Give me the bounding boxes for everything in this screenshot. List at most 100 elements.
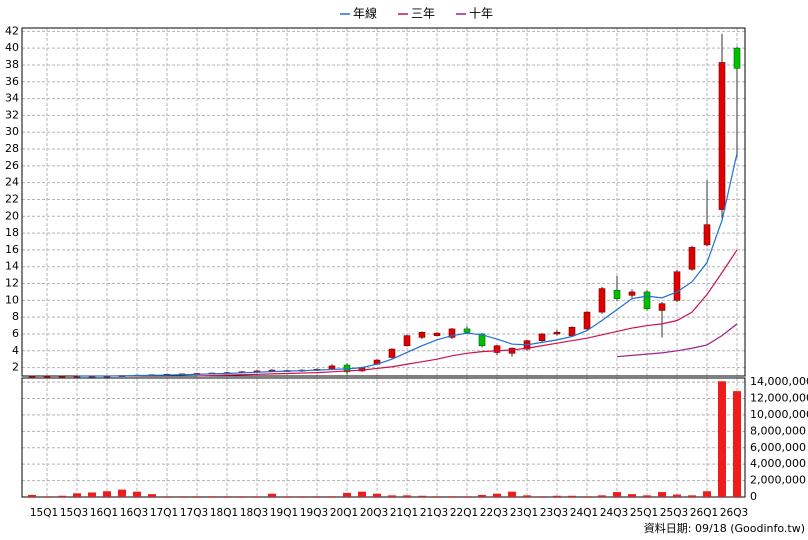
candle-body [418,331,426,338]
volume-bar [103,491,111,497]
y-tick-label: 40 [5,41,19,54]
volume-bar [313,496,321,497]
volume-bar [253,496,261,497]
y-tick-label: 36 [5,75,19,88]
x-tick-label: 20Q1 [330,507,358,519]
candle-body [28,375,36,378]
y-tick-label: 8,000,000 [750,424,806,437]
volume-bar [118,489,126,497]
candle-body [493,345,501,353]
candle-body [628,291,636,296]
y-tick-label: 30 [5,125,19,138]
candle-body [463,328,471,333]
y-tick-label: 4,000,000 [750,457,806,470]
y-tick-label: 6 [12,327,19,340]
ma-line [196,249,738,377]
volume-bar [538,496,546,497]
y-tick-label: 34 [5,92,19,105]
volume-bar [88,492,96,497]
candle-body [568,326,576,336]
volume-bar [688,495,696,497]
candle-body [538,333,546,341]
volume-bar [568,495,576,497]
y-tick-label: 38 [5,58,19,71]
y-tick-label: 24 [5,176,19,189]
volume-bar [658,492,666,497]
candle-body [583,311,591,330]
volume-bar [163,496,171,497]
volume-bar [283,496,291,497]
y-tick-label: 22 [5,192,19,205]
volume-bar [298,496,306,497]
candle-body [58,375,66,378]
candle-body [643,291,651,310]
volume-bar [358,491,366,497]
y-tick-label: 6,000,000 [750,441,806,454]
volume-bar [73,493,81,497]
volume-bar [373,493,381,497]
candle-body [508,347,516,354]
volume-bar [418,495,426,497]
x-tick-label: 17Q3 [180,507,208,519]
volume-bar [28,494,36,497]
candle-body [658,303,666,311]
x-tick-label: 22Q3 [480,507,508,519]
candle-body [553,331,561,335]
y-tick-label: 10,000,000 [750,408,808,421]
y-tick-label: 0 [750,490,757,503]
candle-body [403,335,411,347]
candle-body [718,62,726,210]
volume-bar [673,494,681,497]
x-tick-label: 22Q1 [450,507,478,519]
x-tick-label: 20Q3 [360,507,388,519]
volume-bar [643,495,651,497]
x-tick-label: 25Q1 [630,507,658,519]
x-tick-label: 15Q1 [30,507,58,519]
volume-bar [463,496,471,497]
y-tick-label: 12,000,000 [750,392,808,405]
x-tick-label: 23Q3 [540,507,568,519]
y-tick-label: 28 [5,142,19,155]
candle-body [43,375,51,378]
candle-body [703,224,711,246]
volume-bar [448,496,456,497]
x-tick-label: 25Q3 [660,507,688,519]
volume-bar [733,391,741,497]
legend-label: 十年 [469,7,493,21]
y-tick-label: 12 [5,277,19,290]
legend-label: 三年 [411,7,435,21]
candle-body [448,328,456,338]
x-tick-label: 21Q3 [420,507,448,519]
volume-bar [553,495,561,497]
legend-label: 年線 [353,6,377,21]
y-tick-label: 18 [5,226,19,239]
x-tick-label: 23Q1 [510,507,538,519]
volume-bar [178,496,186,497]
candle-body [478,333,486,347]
candle-body [388,348,396,358]
candle-body [733,47,741,69]
volume-bar [508,491,516,497]
volume-bar [58,495,66,497]
y-tick-label: 2 [12,361,19,374]
x-tick-label: 24Q3 [600,507,628,519]
x-tick-label: 16Q1 [90,507,118,519]
volume-bar [43,496,51,497]
volume-bar [718,381,726,497]
volume-bar [388,495,396,497]
volume-bar [613,492,621,497]
plot-frame [21,377,746,498]
volume-bar [208,496,216,497]
volume-bar [133,491,141,497]
x-tick-label: 19Q3 [300,507,328,519]
source-note: 資料日期: 09/18 (Goodinfo.tw) [644,521,805,535]
x-tick-label: 26Q1 [690,507,718,519]
y-tick-label: 14,000,000 [750,375,808,388]
ma-line [77,153,738,377]
y-tick-label: 16 [5,243,19,256]
plot-frame [21,27,746,377]
x-tick-label: 18Q3 [240,507,268,519]
volume-bar [238,496,246,497]
